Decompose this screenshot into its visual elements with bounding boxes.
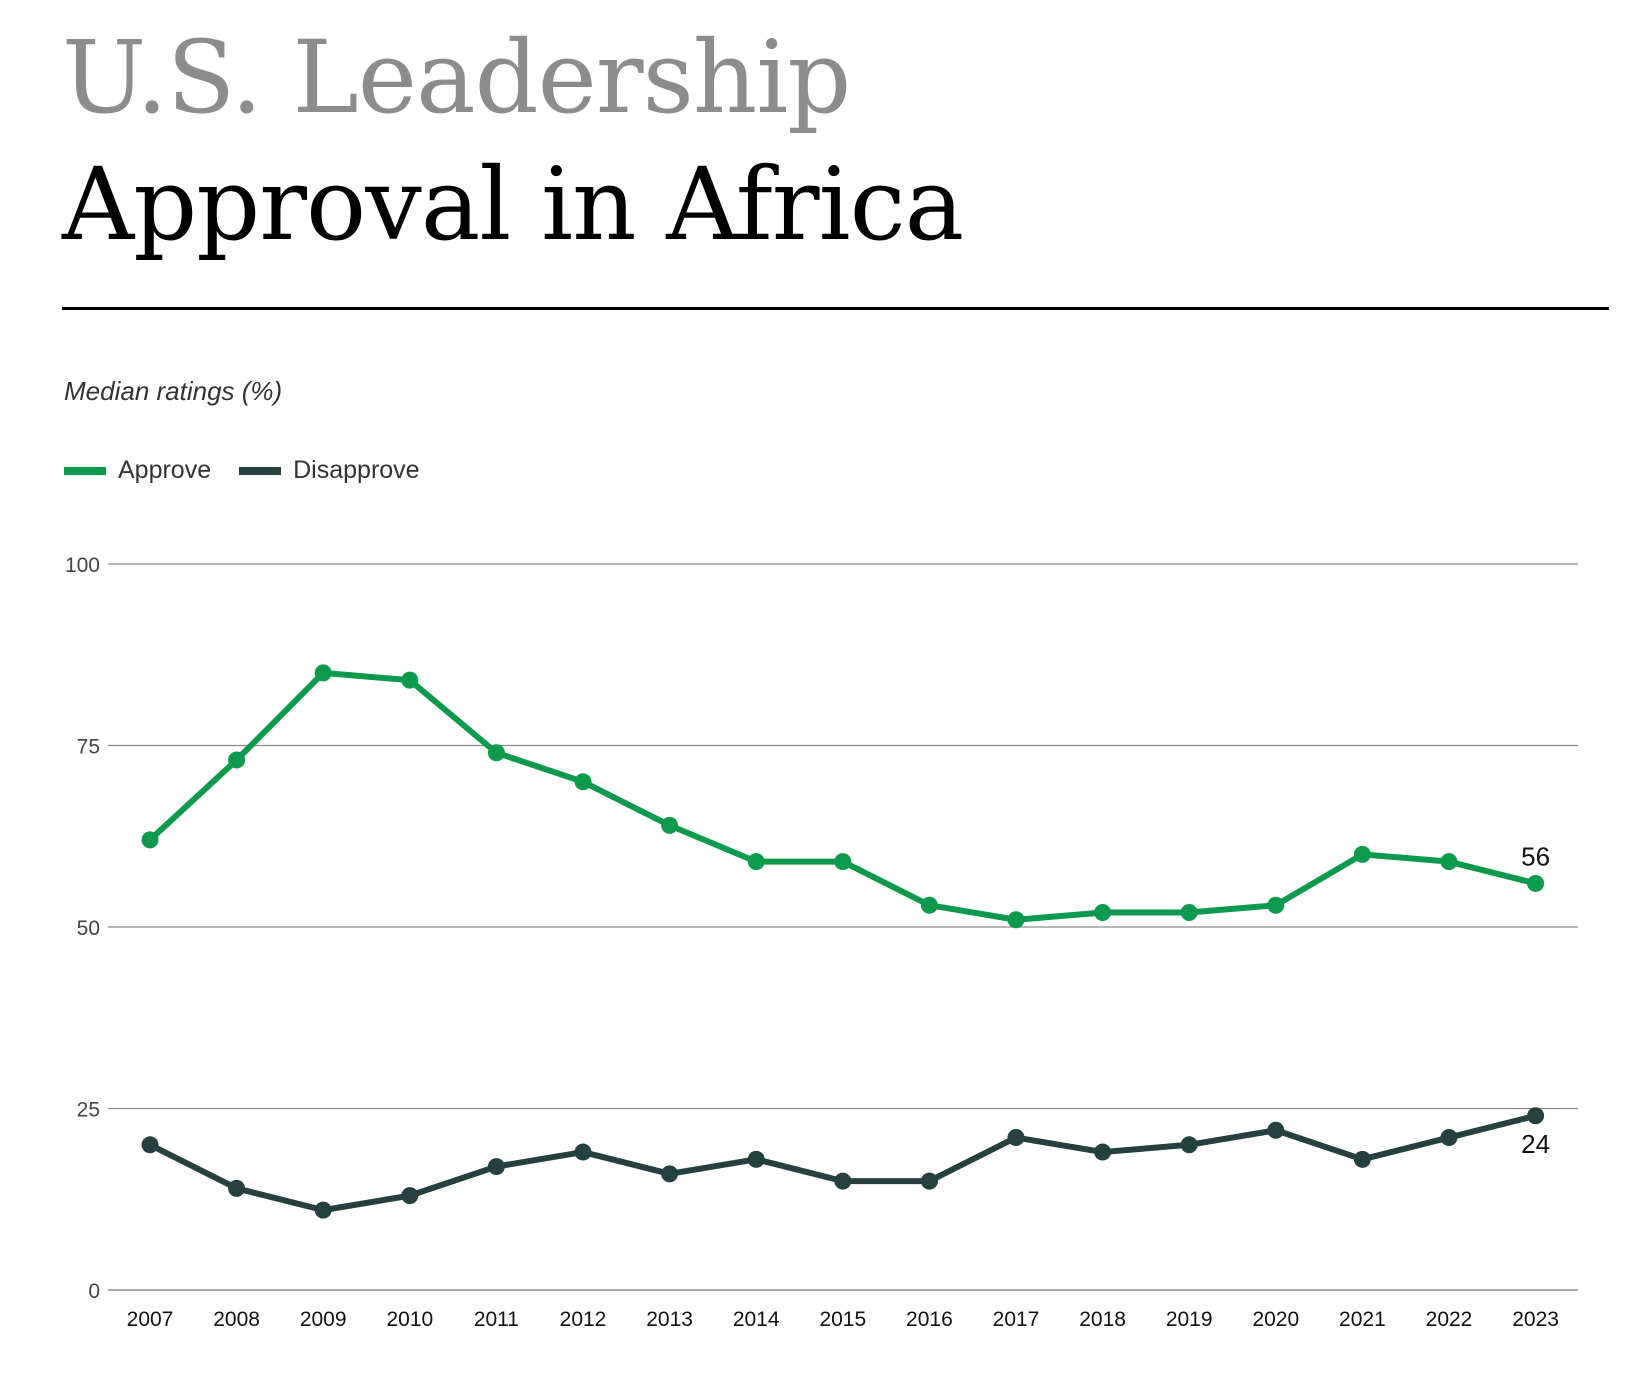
- data-point-disapprove-2014: [747, 1150, 765, 1168]
- x-tick-label-2021: 2021: [1339, 1308, 1386, 1331]
- data-point-disapprove-2019: [1180, 1136, 1198, 1154]
- data-label-disapprove-2023: 24: [1521, 1129, 1550, 1159]
- data-point-approve-2012: [574, 773, 592, 791]
- legend-swatch-disapprove: [239, 466, 282, 475]
- data-point-disapprove-2016: [920, 1172, 938, 1190]
- legend-swatch-approve: [64, 466, 106, 475]
- y-tick-label-25: 25: [77, 1099, 100, 1122]
- series-line-approve: [147, 669, 1539, 923]
- data-point-approve-2018: [1094, 903, 1112, 921]
- data-point-approve-2007: [141, 831, 159, 849]
- data-point-approve-2008: [228, 751, 246, 769]
- data-point-approve-2023: [1527, 874, 1545, 892]
- x-tick-label-2014: 2014: [733, 1308, 780, 1331]
- data-point-approve-2014: [747, 853, 765, 871]
- chart-legend: Approve Disapprove: [64, 456, 448, 485]
- x-tick-label-2012: 2012: [560, 1308, 607, 1331]
- data-point-approve-2017: [1007, 911, 1025, 929]
- data-point-disapprove-2018: [1094, 1143, 1112, 1161]
- data-point-disapprove-2012: [574, 1143, 592, 1161]
- data-point-approve-2022: [1440, 853, 1458, 871]
- data-point-approve-2020: [1267, 896, 1285, 914]
- data-point-disapprove-2011: [487, 1158, 505, 1176]
- data-point-disapprove-2023: [1527, 1107, 1545, 1125]
- y-tick-label-0: 0: [88, 1280, 100, 1303]
- x-tick-label-2007: 2007: [127, 1308, 174, 1331]
- data-point-approve-2010: [401, 671, 419, 689]
- x-tick-label-2008: 2008: [213, 1308, 260, 1331]
- data-point-approve-2011: [487, 744, 505, 762]
- data-point-disapprove-2015: [834, 1172, 852, 1190]
- x-tick-label-2022: 2022: [1426, 1308, 1473, 1331]
- data-point-disapprove-2010: [401, 1187, 419, 1205]
- x-tick-label-2011: 2011: [474, 1308, 519, 1331]
- data-point-disapprove-2007: [141, 1136, 159, 1154]
- legend-item-approve: Approve: [64, 456, 211, 485]
- x-tick-label-2020: 2020: [1252, 1308, 1299, 1331]
- x-tick-label-2017: 2017: [993, 1308, 1040, 1331]
- x-tick-label-2018: 2018: [1079, 1308, 1126, 1331]
- data-point-disapprove-2009: [314, 1201, 332, 1219]
- data-point-disapprove-2021: [1353, 1150, 1371, 1168]
- legend-label-approve: Approve: [118, 456, 212, 484]
- y-tick-label-50: 50: [77, 917, 100, 940]
- series-line-disapprove: [147, 1112, 1539, 1214]
- data-point-approve-2013: [661, 816, 679, 834]
- data-point-approve-2016: [920, 896, 938, 914]
- title-divider: [62, 307, 1609, 310]
- x-tick-label-2023: 2023: [1512, 1308, 1559, 1331]
- data-point-approve-2015: [834, 853, 852, 871]
- data-point-approve-2021: [1353, 845, 1371, 863]
- chart-subtitle: Median ratings (%): [64, 376, 283, 406]
- x-tick-label-2013: 2013: [646, 1308, 693, 1331]
- data-point-approve-2009: [314, 664, 332, 682]
- chart-title-line2: Approval in Africa: [62, 146, 964, 263]
- legend-item-disapprove: Disapprove: [239, 456, 420, 485]
- data-point-disapprove-2022: [1440, 1129, 1458, 1147]
- x-tick-label-2016: 2016: [906, 1308, 953, 1331]
- data-point-disapprove-2008: [228, 1179, 246, 1197]
- data-point-disapprove-2013: [661, 1165, 679, 1183]
- chart-title-line1: U.S. Leadership: [62, 19, 851, 136]
- y-tick-label-100: 100: [65, 554, 100, 577]
- data-point-disapprove-2017: [1007, 1129, 1025, 1147]
- x-tick-label-2010: 2010: [386, 1308, 433, 1331]
- x-tick-label-2009: 2009: [300, 1308, 347, 1331]
- data-point-disapprove-2020: [1267, 1121, 1285, 1139]
- x-tick-label-2019: 2019: [1166, 1308, 1213, 1331]
- data-point-approve-2019: [1180, 903, 1198, 921]
- data-label-approve-2023: 56: [1521, 841, 1550, 871]
- y-tick-label-75: 75: [77, 736, 100, 759]
- legend-label-disapprove: Disapprove: [293, 456, 420, 484]
- x-tick-label-2015: 2015: [819, 1308, 866, 1331]
